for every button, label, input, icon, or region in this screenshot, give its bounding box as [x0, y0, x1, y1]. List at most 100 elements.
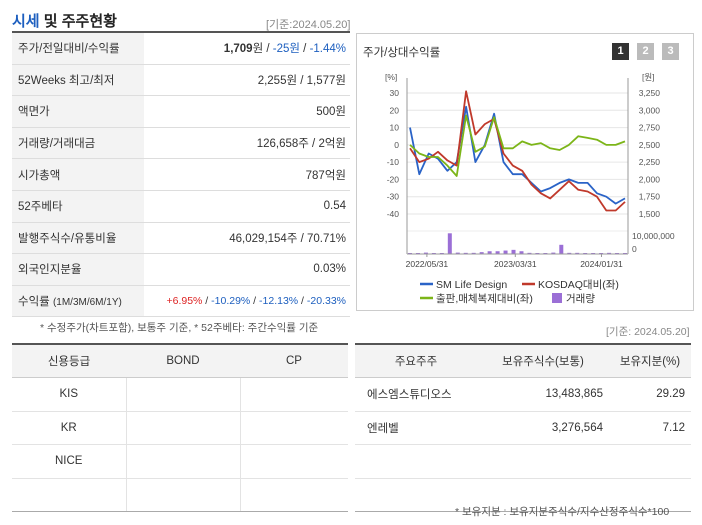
row-label: 52Weeks 최고/최저	[12, 64, 144, 97]
price-label: 주가/전일대비/수익률	[12, 33, 144, 65]
row-label: 액면가	[12, 95, 144, 128]
period-button-1[interactable]: 1	[612, 43, 629, 60]
row-value: 46,029,154주 / 70.71%	[144, 222, 350, 255]
chart-title: 주가/상대수익률	[363, 47, 441, 59]
legend-label: KOSDAQ대비(좌)	[538, 279, 619, 291]
table-cell	[240, 377, 348, 412]
table-cell	[126, 411, 241, 445]
volume-bar	[559, 244, 564, 254]
row-value: 2,255원 / 1,577원	[144, 64, 350, 97]
table-cell: NICE	[12, 444, 127, 479]
table-cell: KIS	[12, 377, 127, 412]
shareholder-table: 주요주주 보유주식수(보통) 보유지분(%) 에스엠스튜디오스 13,483,86…	[355, 343, 691, 512]
volume-bar	[567, 252, 572, 254]
table-cell	[240, 411, 348, 445]
price-unit: 원	[252, 43, 264, 56]
row-value: 787억원	[144, 158, 350, 191]
credit-rating-table: 신용등급 BOND CP KIS KR NICE	[12, 343, 348, 512]
series-line	[409, 105, 626, 205]
share-percent: 7.12	[609, 411, 691, 445]
period-button-2[interactable]: 2	[637, 43, 654, 60]
volume-bar	[423, 252, 428, 254]
return-6m: -12.13%	[259, 295, 299, 308]
left-tick-label: -10	[387, 157, 400, 167]
column-header: CP	[240, 343, 348, 378]
table-cell	[355, 478, 477, 512]
table-row	[355, 444, 691, 479]
volume-bar	[607, 252, 612, 254]
share-percent: 29.29	[609, 377, 691, 412]
section-title-main: 시세	[12, 13, 40, 30]
table-row: 엔레벨 3,276,564 7.12	[355, 411, 691, 445]
price-change: -25원	[272, 43, 300, 56]
volume-tick-label: 10,000,000	[632, 231, 675, 241]
return-periods: (1M/3M/6M/1Y)	[52, 297, 122, 309]
left-tick-label: 20	[390, 105, 400, 115]
table-row: 거래량/거래대금 126,658주 / 2억원	[12, 127, 350, 160]
return-label: 수익률 (1M/3M/6M/1Y)	[12, 285, 144, 318]
series-line	[409, 90, 626, 212]
return-1m: +6.95%	[166, 295, 203, 308]
table-row: 52주베타 0.54	[12, 190, 350, 223]
table-cell	[609, 444, 691, 479]
shareholder-name: 에스엠스튜디오스	[355, 377, 477, 412]
row-label: 발행주식수/유통비율	[12, 222, 144, 255]
chart-lines	[409, 90, 626, 212]
shareholder-name: 엔레벨	[355, 411, 477, 445]
table-cell	[126, 478, 241, 512]
row-label: 52주베타	[12, 190, 144, 223]
right-tick-label: 2,250	[639, 157, 661, 167]
price-chart: [%] [원] 30 20 10 0 -10 -20 -30 -40 3,250 3,000 2,750…	[385, 72, 675, 305]
column-header: 주요주주	[355, 343, 477, 378]
shares-held: 13,483,865	[477, 377, 609, 412]
chart-panel	[356, 33, 694, 311]
table-cell	[240, 478, 348, 512]
right-tick-label: 2,500	[639, 140, 661, 150]
row-value: 500원	[144, 95, 350, 128]
right-tick-label: 3,250	[639, 88, 661, 98]
return-label-text: 수익률	[18, 296, 50, 309]
volume-bar	[511, 249, 516, 254]
row-label: 거래량/거래대금	[12, 127, 144, 160]
volume-bar	[551, 252, 556, 254]
return-values: +6.95% / -10.29% / -12.13% / -20.33%	[144, 285, 350, 318]
top-divider	[12, 31, 350, 33]
series-line	[409, 114, 626, 177]
volume-bar	[519, 251, 524, 254]
volume-bars	[408, 233, 627, 254]
price-note: * 수정주가(차트포함), 보통주 기준, * 52주베타: 주간수익률 기준	[40, 322, 319, 334]
table-row	[12, 478, 348, 512]
return-1y: -20.33%	[306, 295, 346, 308]
price-table: 주가/전일대비/수익률 1,709원 / -25원 / -1.44% 52Wee…	[12, 33, 350, 318]
volume-bar	[447, 233, 452, 254]
chart-legend: SM Life Design KOSDAQ대비(좌) 출판,매체복제대비(좌) 거래량	[420, 279, 619, 305]
table-row: KIS	[12, 377, 348, 412]
table-row: 시가총액 787억원	[12, 158, 350, 191]
volume-bar	[471, 252, 476, 254]
date-stamp-2: [기준: 2024.05.20]	[606, 326, 690, 338]
table-cell	[12, 478, 127, 512]
shareholder-note: * 보유지분 : 보유지분주식수/지수산정주식수*100	[455, 506, 670, 518]
left-tick-label: -30	[387, 192, 400, 202]
table-row: 주가/전일대비/수익률 1,709원 / -25원 / -1.44%	[12, 33, 350, 65]
right-tick-label: 1,500	[639, 209, 661, 219]
table-cell	[355, 444, 477, 479]
row-label: 시가총액	[12, 158, 144, 191]
volume-bar	[575, 252, 580, 254]
right-tick-label: 3,000	[639, 105, 661, 115]
volume-bar	[463, 252, 468, 254]
row-value: 0.54	[144, 190, 350, 223]
table-cell	[477, 478, 609, 512]
table-row: 발행주식수/유통비율 46,029,154주 / 70.71%	[12, 222, 350, 255]
table-cell	[126, 377, 241, 412]
table-row: 액면가 500원	[12, 95, 350, 128]
table-row: 외국인지분율 0.03%	[12, 253, 350, 286]
volume-bar	[479, 252, 484, 254]
left-tick-label: -20	[387, 174, 400, 184]
right-tick-label: 2,750	[639, 123, 661, 133]
table-header-row: 주요주주 보유주식수(보통) 보유지분(%)	[355, 343, 691, 378]
section-title-rest: 및 주주현황	[43, 13, 117, 30]
period-button-3[interactable]: 3	[662, 43, 679, 60]
table-cell: KR	[12, 411, 127, 445]
legend-swatch	[552, 293, 562, 303]
